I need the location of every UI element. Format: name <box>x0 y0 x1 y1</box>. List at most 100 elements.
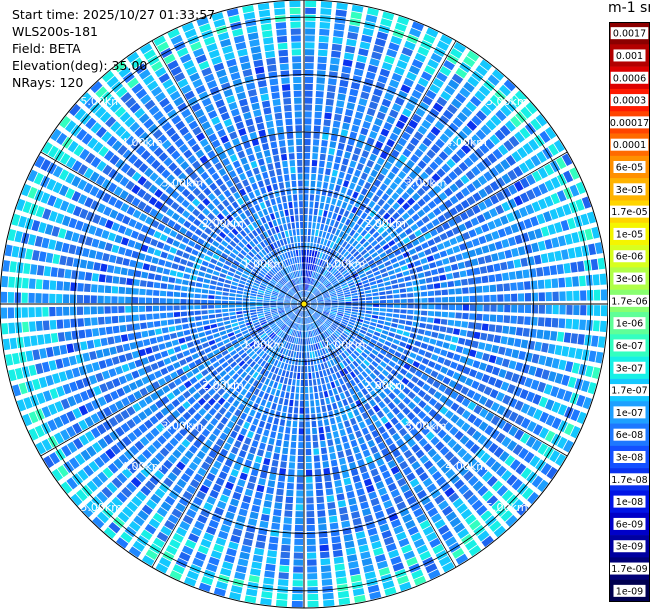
range-bin <box>301 352 304 359</box>
range-bin <box>379 300 387 304</box>
range-bin <box>137 367 146 377</box>
range-bin <box>292 587 303 594</box>
range-bin <box>231 390 239 399</box>
range-bin <box>501 470 513 482</box>
range-bin <box>481 275 489 284</box>
range-bin <box>133 158 144 169</box>
range-bin <box>267 550 278 558</box>
range-bin <box>166 312 174 318</box>
range-bin <box>501 489 514 502</box>
range-bin <box>61 242 70 253</box>
range-bin <box>227 452 236 461</box>
range-bin <box>504 371 514 381</box>
range-bin <box>141 555 155 566</box>
range-bin <box>472 461 483 473</box>
range-bin <box>326 161 333 169</box>
range-bin <box>363 266 371 272</box>
range-bin <box>262 208 269 216</box>
range-bin <box>244 595 257 604</box>
range-bin <box>208 449 218 459</box>
range-bin <box>278 331 284 337</box>
range-bin <box>443 59 455 71</box>
range-bin <box>278 425 285 433</box>
range-bin <box>413 292 421 297</box>
range-bin <box>353 385 360 393</box>
range-bin <box>390 489 401 498</box>
range-bin <box>376 410 385 419</box>
range-bin <box>66 410 76 422</box>
range-bin <box>312 271 316 279</box>
range-bin <box>335 316 342 321</box>
range-bin <box>270 323 276 328</box>
range-bin <box>314 118 322 126</box>
range-bin <box>159 97 170 108</box>
range-bin <box>481 374 491 383</box>
range-bin <box>315 311 321 316</box>
range-bin <box>291 299 298 302</box>
range-bin <box>213 383 221 392</box>
range-bin <box>91 238 100 248</box>
range-bin <box>277 301 284 303</box>
range-bin <box>71 160 83 172</box>
range-bin <box>308 308 314 314</box>
range-bin <box>544 317 552 327</box>
range-bin <box>462 366 471 375</box>
range-bin <box>399 53 411 63</box>
range-bin <box>149 264 157 272</box>
range-bin <box>271 278 277 284</box>
range-bin <box>343 350 350 357</box>
range-bin <box>411 21 424 32</box>
range-bin <box>209 466 219 476</box>
range-bin <box>47 403 58 416</box>
range-bin <box>288 320 293 327</box>
range-bin <box>153 230 162 239</box>
range-bin <box>361 388 369 396</box>
range-bin <box>338 193 345 201</box>
range-bin <box>398 319 406 325</box>
range-bin <box>361 557 373 567</box>
range-bin <box>140 150 151 161</box>
range-bin <box>256 297 263 300</box>
range-bin <box>366 304 373 307</box>
range-bin <box>135 472 147 483</box>
range-bin <box>176 195 185 204</box>
range-bin <box>452 135 463 146</box>
range-bin <box>217 281 224 287</box>
range-bin <box>407 207 416 216</box>
range-bin <box>182 490 193 501</box>
range-bin <box>524 158 536 171</box>
range-bin <box>267 318 274 323</box>
range-bin <box>208 556 220 566</box>
range-bin <box>352 329 359 335</box>
range-bin <box>385 437 394 446</box>
range-bin <box>132 297 139 304</box>
range-bin <box>195 132 206 142</box>
range-bin <box>32 378 41 391</box>
range-bin <box>178 243 187 251</box>
range-bin <box>66 203 76 214</box>
range-bin <box>370 240 378 247</box>
range-bin <box>247 224 255 232</box>
range-bin <box>153 282 161 289</box>
range-bin <box>71 175 82 188</box>
range-bin <box>260 597 272 606</box>
range-bin <box>317 300 324 303</box>
range-bin <box>229 240 237 248</box>
range-bin <box>201 67 213 77</box>
range-bin <box>182 411 192 421</box>
range-bin <box>369 399 377 407</box>
range-bin <box>304 345 307 352</box>
range-bin <box>260 282 267 287</box>
range-bin <box>280 323 286 329</box>
range-bin <box>417 209 426 218</box>
range-bin <box>508 397 518 408</box>
range-bin <box>197 213 206 221</box>
range-bin <box>217 574 230 584</box>
range-bin <box>499 125 511 137</box>
range-bin <box>114 199 124 210</box>
range-bin <box>508 411 519 422</box>
range-bin <box>546 466 558 480</box>
range-bin <box>482 438 493 450</box>
range-bin <box>425 277 433 284</box>
range-bin <box>401 544 413 554</box>
